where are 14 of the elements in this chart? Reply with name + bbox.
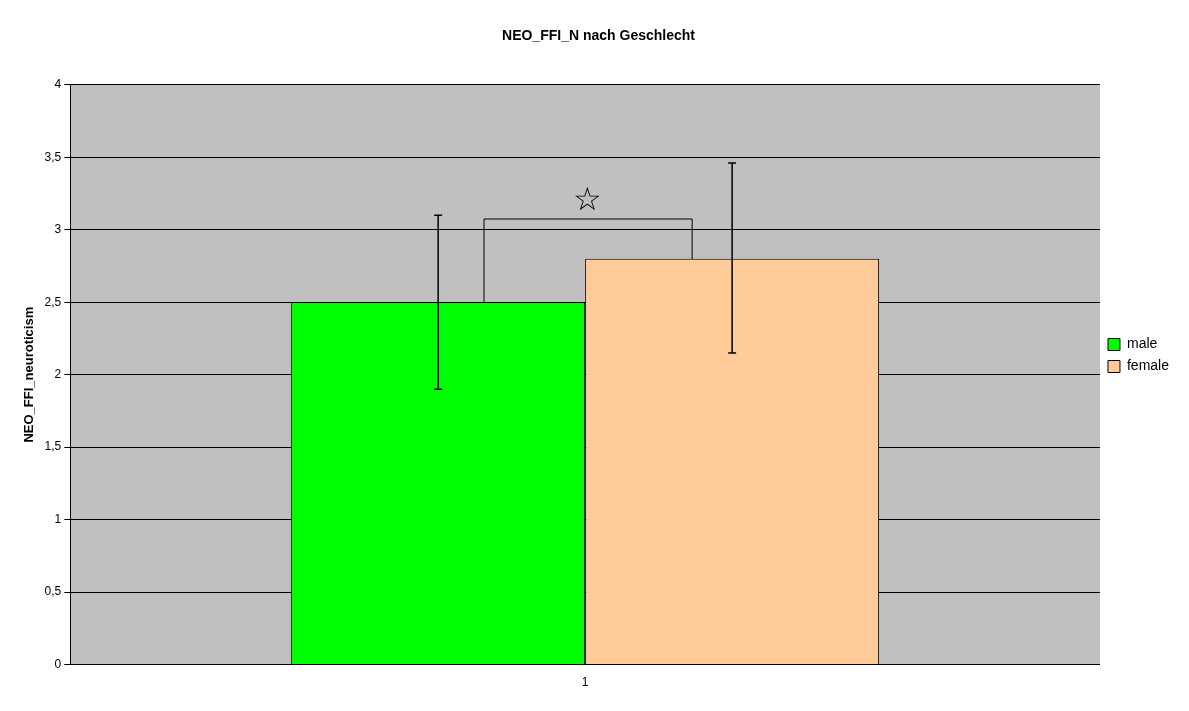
y-tick-label: 3,5 xyxy=(44,149,62,164)
annotation: ☆ xyxy=(573,180,603,217)
y-tick-label: 2,5 xyxy=(44,294,62,309)
legend-label: male xyxy=(1126,335,1158,352)
y-axis-title: NEO_FFI_neuroticism xyxy=(21,306,37,443)
y-tick-label: 0 xyxy=(54,656,62,671)
y-tick-label: 4 xyxy=(54,77,62,92)
chart-title: NEO_FFI_N nach Geschlecht xyxy=(502,27,696,44)
legend-label: female xyxy=(1126,357,1170,374)
y-tick-label: 3 xyxy=(54,222,62,237)
y-tick-label: 0,5 xyxy=(44,584,62,599)
y-tick-label: 1 xyxy=(54,511,62,526)
y-tick-label: 2 xyxy=(54,367,62,382)
y-tick-label: 1,5 xyxy=(44,439,62,454)
